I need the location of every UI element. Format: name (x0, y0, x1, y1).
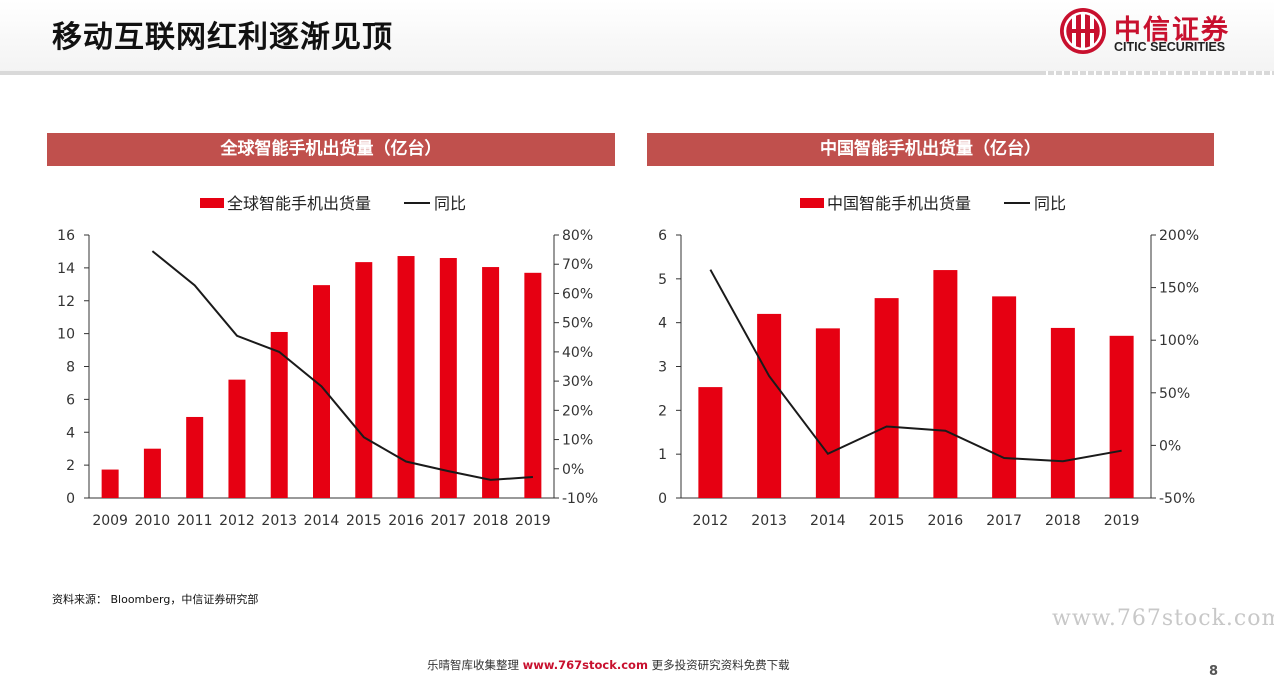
chart2-y2-tick-label: -50% (1159, 491, 1195, 507)
chart2-x-tick-label: 2017 (986, 513, 1022, 529)
chart1-yoy-line (151, 250, 533, 481)
chart1-x-tick-label: 2019 (515, 513, 551, 529)
chart2-x-tick-label: 2018 (1045, 513, 1081, 529)
chart1-bar (228, 379, 246, 498)
chart1-bar (270, 331, 288, 498)
page-number: 8 (1209, 664, 1219, 679)
chart1-bar (101, 469, 119, 498)
chart2-bar (698, 387, 723, 498)
chart1-x-tick-label: 2017 (430, 513, 466, 529)
chart1-y2-tick-label: 10% (562, 433, 593, 449)
chart2-y2-tick-label: 200% (1159, 228, 1199, 244)
chart1-y2-tick-label: 60% (562, 286, 593, 302)
chart1-x-tick-label: 2011 (177, 513, 213, 529)
chart2-x-tick-label: 2012 (693, 513, 729, 529)
chart1-legend-line-label: 同比 (434, 194, 466, 213)
chart2-x-tick-label: 2016 (928, 513, 964, 529)
chart2-y-tick-label: 6 (658, 228, 667, 244)
chart1-y-tick-label: 8 (66, 360, 75, 376)
chart1-bar (439, 258, 457, 498)
chart1-x-tick-label: 2012 (219, 513, 255, 529)
chart1-x-tick-label: 2015 (346, 513, 382, 529)
chart2-y-tick-label: 0 (658, 491, 667, 507)
chart1-y2-tick-label: 20% (562, 403, 593, 419)
logo-name-en: CITIC SECURITIES (1114, 40, 1226, 54)
chart1-y-tick-label: 16 (57, 228, 75, 244)
chart2-bar (933, 270, 958, 498)
chart2-x-tick-label: 2015 (869, 513, 905, 529)
header-divider-dotted (1040, 71, 1274, 75)
citic-logo: 中信证券 CITIC SECURITIES (1058, 6, 1258, 58)
footer-note: 乐晴智库收集整理 www.767stock.com 更多投资研究资料免费下载 (427, 657, 790, 673)
chart1-y2-tick-label: 80% (562, 228, 593, 244)
chart1-bar (313, 285, 330, 498)
logo-name-cn: 中信证券 (1114, 15, 1230, 46)
chart1-y2-tick-label: 30% (562, 374, 593, 390)
chart1-x-tick-label: 2018 (473, 513, 509, 529)
chart2-y2-tick-label: 150% (1159, 281, 1199, 297)
chart2-y2-tick-label: 100% (1159, 333, 1199, 349)
chart1-y2-tick-label: 70% (562, 257, 593, 273)
footer-suffix: 更多投资研究资料免费下载 (651, 658, 790, 672)
chart2-legend-line-label: 同比 (1034, 194, 1066, 213)
chart1-bar (186, 416, 204, 498)
chart2-x-tick-label: 2014 (810, 513, 846, 529)
chart1-y2-tick-label: 40% (562, 345, 593, 361)
chart1-y-tick-label: 12 (57, 294, 75, 310)
chart2-bar (1109, 335, 1134, 498)
chart2-y-tick-label: 3 (658, 360, 667, 376)
chart2-bar (992, 296, 1017, 498)
chart1-y-tick-label: 4 (66, 425, 75, 441)
page-title: 移动互联网红利逐渐见顶 (52, 20, 393, 55)
chart2-y-tick-label: 2 (658, 403, 667, 419)
chart2-legend-bar-label: 中国智能手机出货量 (827, 194, 971, 213)
chart2-y2-tick-label: 50% (1159, 386, 1190, 402)
chart2-title: 中国智能手机出货量（亿台） (647, 133, 1214, 166)
source-note: 资料来源： Bloomberg，中信证券研究部 (52, 593, 259, 606)
chart1-x-tick-label: 2009 (92, 513, 128, 529)
chart1-bar (355, 262, 373, 498)
footer-link[interactable]: www.767stock.com (522, 658, 648, 672)
chart1-y-tick-label: 0 (66, 491, 75, 507)
chart1-bar (524, 272, 542, 498)
footer-prefix: 乐晴智库收集整理 (427, 658, 519, 672)
global-shipments-chart: 全球智能手机出货量 同比 0 2 4 6 8 10 12 14 16 -10% 0% 10% 20% 30% 4… (57, 194, 598, 529)
chart1-y2-tick-label: -10% (562, 491, 598, 507)
chart1-x-tick-label: 2013 (261, 513, 297, 529)
chart1-bar (143, 448, 161, 498)
chart1-y-tick-label: 2 (66, 458, 75, 474)
china-shipments-chart: 中国智能手机出货量 同比 0 1 2 3 4 5 6 -50% 0% 50% 100% 150% 200% 2… (658, 194, 1199, 529)
chart1-y-tick-label: 14 (57, 261, 75, 277)
chart1-bar (397, 256, 415, 498)
chart1-legend-bar-label: 全球智能手机出货量 (227, 194, 371, 213)
citic-logo-icon (1060, 8, 1106, 54)
watermark: www.767stock.com (1052, 606, 1274, 631)
chart1-title: 全球智能手机出货量（亿台） (47, 133, 615, 166)
chart2-bar (815, 328, 840, 498)
chart2-y-tick-label: 4 (658, 316, 667, 332)
chart2-y2-tick-label: 0% (1159, 438, 1181, 454)
chart1-y2-tick-label: 50% (562, 316, 593, 332)
chart2-bar (757, 313, 782, 498)
chart1-bar (482, 267, 500, 498)
chart1-y2-tick-label: 0% (562, 462, 584, 478)
header-divider (0, 71, 1040, 75)
chart1-legend-bar-swatch (200, 198, 224, 208)
chart2-x-tick-label: 2013 (751, 513, 787, 529)
chart2-bar (874, 298, 899, 498)
chart1-y-tick-label: 6 (66, 392, 75, 408)
chart1-x-tick-label: 2014 (304, 513, 340, 529)
chart2-yoy-line (709, 269, 1122, 463)
chart2-legend-bar-swatch (800, 198, 824, 208)
chart1-x-tick-label: 2016 (388, 513, 424, 529)
chart1-y-tick-label: 10 (57, 327, 75, 343)
chart1-x-tick-label: 2010 (135, 513, 171, 529)
chart2-y-tick-label: 1 (658, 447, 667, 463)
chart2-x-tick-label: 2019 (1104, 513, 1140, 529)
chart2-y-tick-label: 5 (658, 272, 667, 288)
chart2-bar (1050, 327, 1075, 498)
